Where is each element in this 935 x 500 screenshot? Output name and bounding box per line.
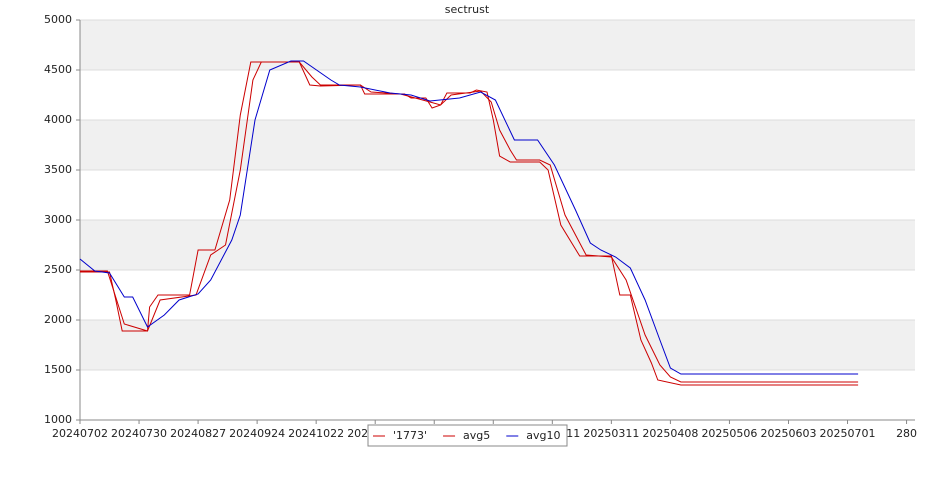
series-line — [79, 60, 859, 375]
chart-title: sectrust — [445, 3, 490, 16]
y-tick-label: 5000 — [44, 13, 72, 26]
x-tick-label: 280 — [896, 427, 917, 440]
x-tick-label: 20250408 — [642, 427, 698, 440]
background-band — [80, 20, 915, 70]
x-tick-label: 20240730 — [111, 427, 167, 440]
background-band — [80, 320, 915, 370]
x-tick-label: 20241022 — [288, 427, 344, 440]
background-band — [80, 220, 915, 270]
x-tick-label: 20250701 — [820, 427, 876, 440]
y-tick-label: 1000 — [44, 413, 72, 426]
legend-box — [367, 424, 568, 447]
y-tick-label: 4000 — [44, 113, 72, 126]
legend: '1773' avg5 avg10 — [367, 424, 568, 447]
x-tick-label: 20240702 — [52, 427, 108, 440]
x-tick-label: 20250506 — [701, 427, 757, 440]
x-tick-label: 20250603 — [760, 427, 816, 440]
y-tick-label: 2500 — [44, 263, 72, 276]
legend-label: '1773' — [393, 429, 427, 442]
y-tick-label: 2000 — [44, 313, 72, 326]
x-tick-label: 20240827 — [170, 427, 226, 440]
legend-label: avg5 — [463, 429, 490, 442]
y-tick-label: 1500 — [44, 363, 72, 376]
y-tick-label: 3000 — [44, 213, 72, 226]
x-tick-label: 20240924 — [229, 427, 285, 440]
series-line — [80, 61, 859, 386]
y-tick-label: 3500 — [44, 163, 72, 176]
series-line — [80, 61, 859, 383]
x-tick-label: 20250311 — [583, 427, 639, 440]
y-tick-label: 4500 — [44, 63, 72, 76]
legend-label: avg10 — [526, 429, 560, 442]
